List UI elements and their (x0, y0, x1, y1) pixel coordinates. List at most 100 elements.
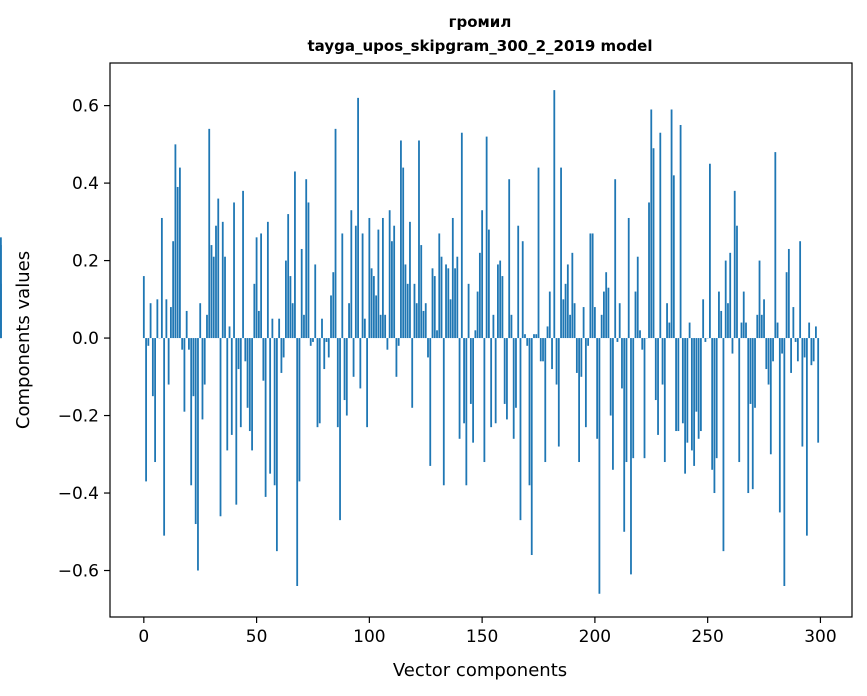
bar-60 (278, 318, 281, 339)
bar-189 (569, 314, 571, 339)
bar-207 (609, 338, 612, 416)
bar-186 (562, 299, 565, 339)
bar-45 (244, 338, 247, 362)
bar-35 (221, 221, 224, 339)
bar-192 (575, 338, 578, 373)
bar-88 (341, 233, 344, 339)
bar-200 (593, 307, 596, 339)
bar-240 (684, 338, 686, 474)
bar-290 (796, 338, 799, 362)
bar-221 (641, 338, 644, 350)
bar-125 (424, 303, 427, 339)
bar-136 (449, 299, 452, 339)
bar-87 (339, 338, 341, 521)
bar-191 (573, 303, 576, 339)
bar-126 (427, 338, 429, 358)
bar-262 (733, 190, 736, 339)
bar-101 (370, 268, 373, 339)
bar-199 (591, 233, 594, 339)
bar-121 (415, 303, 418, 339)
bar-152 (485, 136, 488, 339)
bar-201 (596, 338, 599, 439)
bar-84 (332, 272, 335, 339)
bar-277 (767, 338, 770, 385)
bar-218 (634, 291, 637, 339)
bar-213 (623, 338, 626, 532)
bar-46 (246, 338, 249, 408)
bar-series (0, 90, 820, 594)
bar-175 (537, 167, 540, 339)
bar-122 (418, 140, 420, 339)
bar-280 (774, 152, 777, 339)
y-tick-label: 0.2 (72, 252, 99, 272)
bar-168 (521, 241, 524, 339)
bar-117 (406, 283, 409, 339)
bar-26 (201, 338, 204, 420)
bar-272 (756, 314, 759, 339)
bar-10 (165, 299, 168, 339)
bar-251 (709, 163, 711, 339)
bar-110 (391, 241, 393, 339)
y-tick-label: −0.2 (58, 407, 99, 427)
bar-9 (163, 338, 166, 536)
bar-179 (546, 326, 549, 339)
bar-97 (361, 233, 364, 339)
bar-48 (251, 338, 253, 451)
bar-98 (363, 318, 366, 339)
bar-115 (402, 167, 405, 339)
bar-77 (316, 338, 319, 428)
bar-128 (431, 268, 434, 339)
bar-108 (386, 338, 389, 350)
bar-25 (199, 303, 202, 339)
bar-233 (668, 322, 671, 339)
bar-178 (544, 338, 547, 463)
bar-11 (167, 338, 170, 385)
bar-163 (510, 314, 513, 339)
bar-66 (291, 303, 294, 339)
bar-104 (377, 229, 380, 339)
bar-19 (185, 310, 188, 339)
bar-131 (438, 233, 441, 339)
bar-196 (584, 338, 587, 428)
bar-62 (282, 338, 285, 358)
bar-16 (179, 167, 181, 339)
bar-146 (472, 338, 474, 443)
bar-59 (275, 338, 278, 552)
bar-106 (381, 217, 384, 339)
bar-52 (260, 233, 262, 339)
bar-18 (183, 338, 186, 412)
bar-269 (749, 338, 752, 404)
chart-title: громил (449, 13, 512, 31)
bar-187 (564, 283, 567, 339)
bar-249 (704, 338, 707, 342)
bar-68 (296, 338, 299, 586)
bar-203 (600, 314, 603, 339)
bar-91 (348, 303, 350, 339)
bar-17 (181, 338, 184, 350)
bar-145 (469, 338, 472, 404)
bar-76 (314, 264, 317, 339)
bar-287 (790, 338, 792, 373)
bar-225 (650, 109, 653, 339)
bar-69 (298, 338, 301, 482)
bar-165 (515, 338, 517, 408)
bar-295 (808, 322, 811, 339)
bar-162 (508, 179, 511, 339)
bar-288 (792, 307, 795, 339)
bar-93 (352, 338, 355, 377)
y-axis-label: Components values (13, 251, 34, 429)
bar-114 (400, 140, 402, 339)
bar-296 (810, 338, 813, 366)
bar-215 (627, 217, 630, 339)
x-axis-ticks: 0 50 100 150 200 250 300 (138, 617, 837, 647)
bar-293 (803, 338, 806, 358)
bar-56 (269, 338, 272, 474)
bar-14 (174, 144, 177, 339)
bar-134 (445, 264, 447, 339)
bar-135 (447, 268, 450, 339)
bar-260 (729, 252, 732, 339)
x-axis-label: Vector components (393, 660, 567, 681)
bar-276 (765, 338, 768, 370)
bar-229 (659, 132, 662, 339)
bar-33 (217, 198, 220, 339)
